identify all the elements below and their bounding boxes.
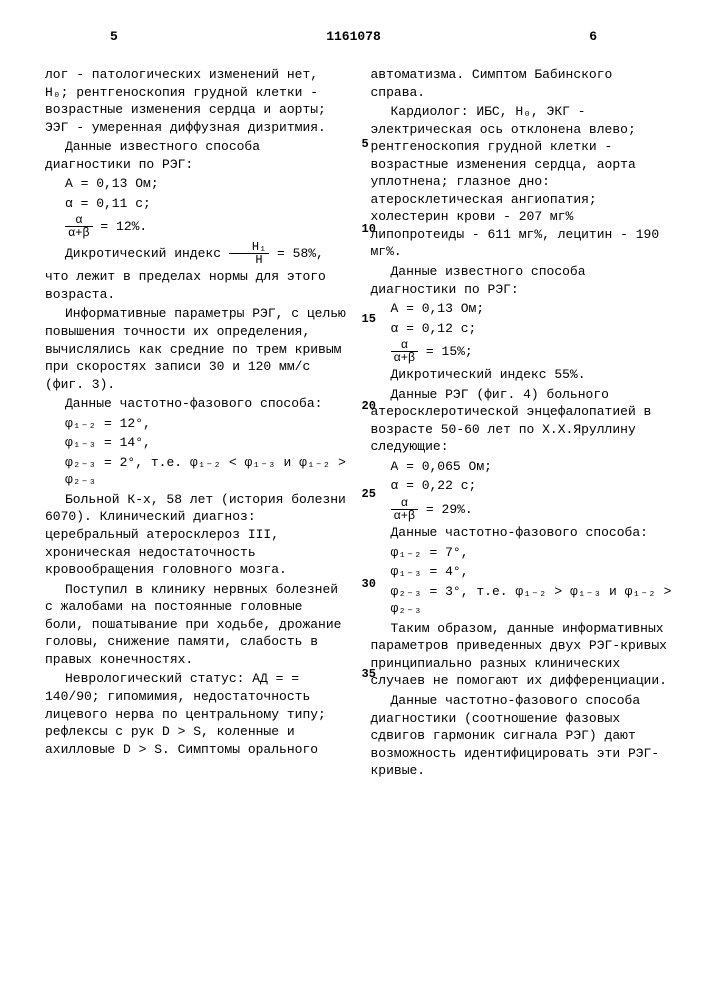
- body-text: Данные известного способа диагностики по…: [45, 138, 347, 173]
- formula-text: A = 0,13 Ом;: [391, 300, 673, 318]
- formula-text: φ₁₋₃ = 4°,: [391, 563, 673, 581]
- body-text: Поступил в клинику нервных болезней с жа…: [45, 581, 347, 669]
- body-text: Данные частотно-фазового способа:: [45, 395, 347, 413]
- fraction: α α+β: [391, 497, 419, 522]
- body-text: Информативные параметры РЭГ, с целью пов…: [45, 305, 347, 393]
- body-text: что лежит в пределах нормы для этого воз…: [45, 268, 347, 303]
- body-text: Дикротический индекс H₁ H = 58%,: [45, 241, 347, 266]
- formula-text: α α+β = 12%.: [65, 214, 347, 239]
- fraction: H₁ H: [229, 241, 269, 266]
- formula-text: α α+β = 29%.: [391, 497, 673, 522]
- body-text: автоматизма. Симптом Бабинского справа.: [371, 66, 673, 101]
- body-text: Данные РЭГ (фиг. 4) больного атеросклеро…: [371, 386, 673, 456]
- formula-text: α α+β = 15%;: [391, 339, 673, 364]
- body-text: лог - патологических изменений нет, H₀; …: [45, 66, 347, 136]
- formula-text: φ₂₋₃ = 2°, т.е. φ₁₋₂ < φ₁₋₃ и φ₁₋₂ > φ₂₋…: [65, 454, 347, 489]
- fraction: α α+β: [391, 339, 419, 364]
- line-marker: 5: [362, 136, 369, 152]
- formula-text: φ₂₋₃ = 3°, т.е. φ₁₋₂ > φ₁₋₃ и φ₁₋₂ > φ₂₋…: [391, 583, 673, 618]
- right-column: автоматизма. Симптом Бабинского справа. …: [371, 66, 673, 782]
- formula-text: φ₁₋₂ = 12°,: [65, 415, 347, 433]
- body-text: Кардиолог: ИБС, H₀, ЭКГ - электрическая …: [371, 103, 673, 261]
- two-column-layout: 5 10 15 20 25 30 35 лог - патологических…: [45, 66, 672, 782]
- formula-text: A = 0,13 Ом;: [65, 175, 347, 193]
- formula-text: α = 0,11 с;: [65, 195, 347, 213]
- formula-text: α = 0,22 с;: [391, 477, 673, 495]
- page-number-left: 5: [110, 28, 118, 46]
- formula-text: α = 0,12 с;: [391, 320, 673, 338]
- page-number-right: 6: [589, 28, 597, 46]
- fraction: α α+β: [65, 214, 93, 239]
- body-text: Дикротический индекс 55%.: [371, 366, 673, 384]
- body-text: Таким образом, данные информативных пара…: [371, 620, 673, 690]
- body-text: Данные известного способа диагностики по…: [371, 263, 673, 298]
- document-number: 1161078: [326, 28, 381, 46]
- formula-text: A = 0,065 Ом;: [391, 458, 673, 476]
- formula-text: φ₁₋₂ = 7°,: [391, 544, 673, 562]
- body-text: Данные частотно-фазового способа диагнос…: [371, 692, 673, 780]
- formula-text: φ₁₋₃ = 14°,: [65, 434, 347, 452]
- left-column: 5 10 15 20 25 30 35 лог - патологических…: [45, 66, 347, 782]
- body-text: Данные частотно-фазового способа:: [371, 524, 673, 542]
- body-text: Больной К-х, 58 лет (история болезни 607…: [45, 491, 347, 579]
- body-text: Неврологический статус: АД = = 140/90; г…: [45, 670, 347, 758]
- document-page: 5 1161078 6 5 10 15 20 25 30 35 лог - па…: [0, 0, 707, 1000]
